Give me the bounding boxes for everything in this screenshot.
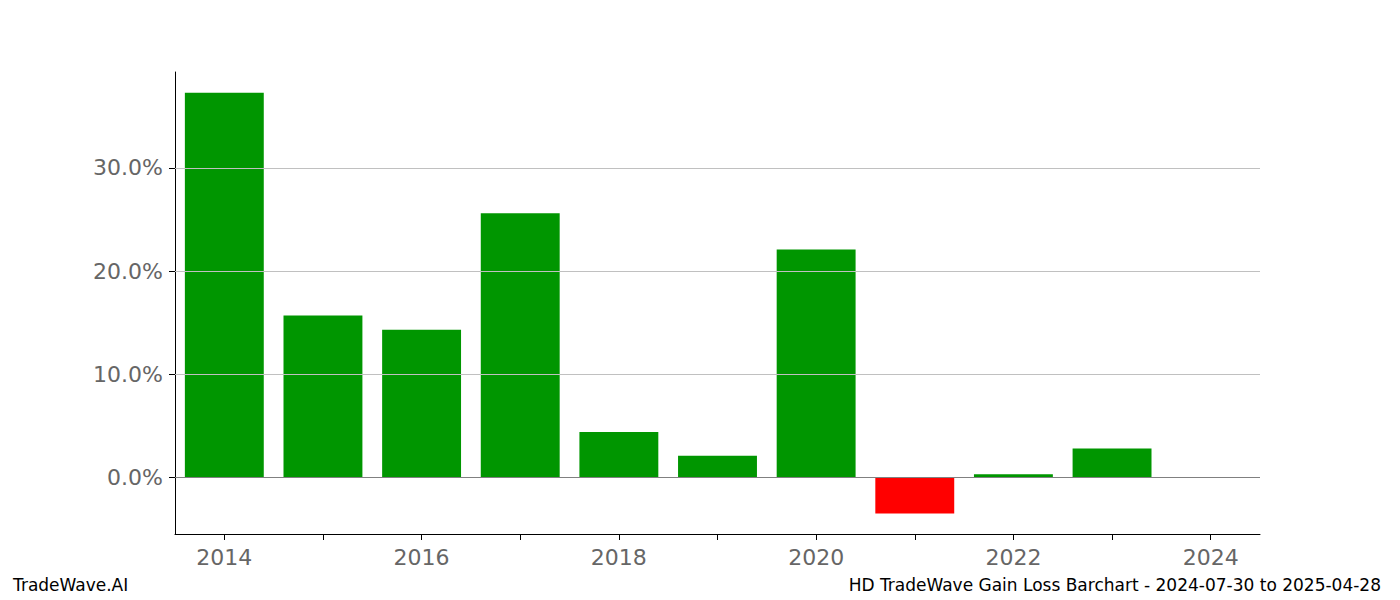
svg-text:2018: 2018 — [591, 545, 647, 570]
svg-text:10.0%: 10.0% — [93, 362, 163, 387]
svg-text:0.0%: 0.0% — [107, 465, 163, 490]
svg-text:2022: 2022 — [985, 545, 1041, 570]
svg-text:TradeWave.AI: TradeWave.AI — [12, 575, 128, 595]
svg-text:2024: 2024 — [1183, 545, 1239, 570]
svg-text:2014: 2014 — [196, 545, 252, 570]
svg-text:HD TradeWave Gain Loss Barchar: HD TradeWave Gain Loss Barchart - 2024-0… — [849, 575, 1381, 595]
svg-text:2016: 2016 — [394, 545, 450, 570]
svg-text:2020: 2020 — [788, 545, 844, 570]
svg-text:20.0%: 20.0% — [93, 259, 163, 284]
svg-text:30.0%: 30.0% — [93, 155, 163, 180]
